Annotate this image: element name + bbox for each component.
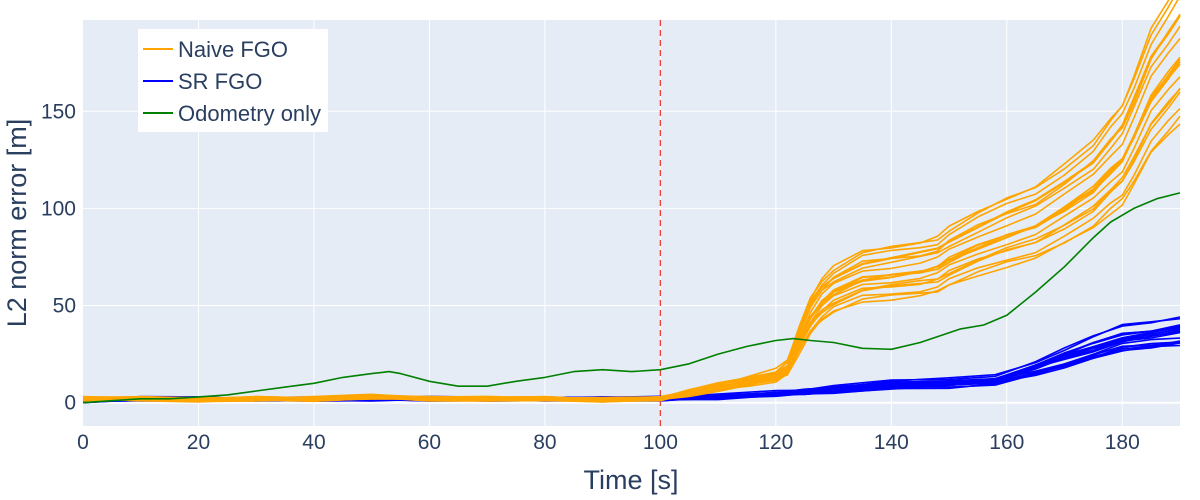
legend-label-sr-fgo: SR FGO (178, 69, 262, 94)
x-tick-label: 140 (874, 431, 909, 454)
x-tick-label: 80 (533, 431, 556, 454)
x-tick-label: 160 (989, 431, 1024, 454)
x-tick-label: 0 (77, 431, 89, 454)
legend-label-naive-fgo: Naive FGO (178, 37, 288, 62)
x-tick-label: 60 (418, 431, 441, 454)
x-tick-label: 100 (643, 431, 678, 454)
x-tick-label: 40 (302, 431, 325, 454)
x-axis-ticks: 0 20 40 60 80 100 120 140 160 180 (77, 431, 1140, 454)
y-tick-label: 0 (64, 392, 76, 415)
x-tick-label: 20 (187, 431, 210, 454)
naive-fgo-series-line (82, 15, 1181, 401)
x-axis-title: Time [s] (583, 465, 678, 495)
y-axis-ticks: 0 50 100 150 (41, 100, 76, 414)
x-tick-label: 120 (758, 431, 793, 454)
naive-fgo-series-line (82, 0, 1174, 402)
legend-label-odometry-only: Odometry only (178, 101, 321, 126)
y-axis-title: L2 norm error [m] (2, 119, 32, 328)
x-tick-label: 180 (1105, 431, 1140, 454)
y-tick-label: 100 (41, 197, 76, 220)
y-tick-label: 150 (41, 100, 76, 123)
legend: Naive FGO SR FGO Odometry only (138, 29, 328, 132)
y-tick-label: 50 (53, 295, 76, 318)
series-layer (82, 0, 1181, 404)
odometry-only-series-line (82, 192, 1181, 404)
